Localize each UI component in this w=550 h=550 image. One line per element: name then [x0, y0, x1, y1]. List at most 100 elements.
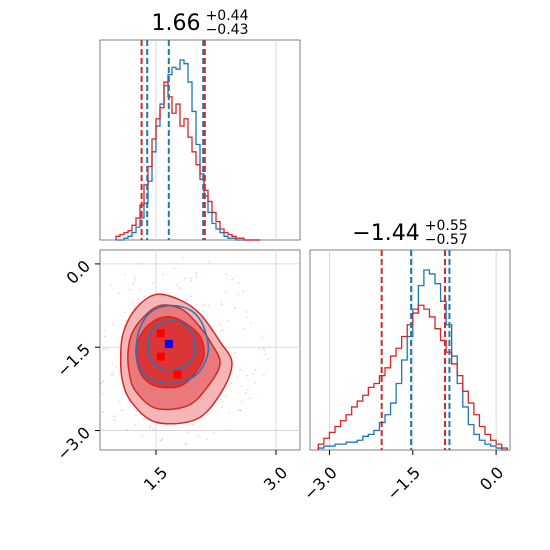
joint-panel: −3.0 −1.5 0.0 1.5 3.0	[53, 249, 301, 494]
joint-sample-point	[175, 284, 178, 286]
joint-ytick-label: −3.0	[53, 423, 94, 464]
hist2-xtick-label: −3.0	[300, 463, 341, 504]
joint-sample-point	[90, 332, 92, 334]
joint-sample-point	[254, 369, 256, 371]
joint-sample-point	[111, 374, 113, 377]
joint-sample-point	[247, 389, 249, 392]
hist1-frame	[99, 39, 301, 241]
joint-sample-point	[220, 301, 223, 304]
joint-sample-point	[133, 307, 135, 310]
joint-sample-point	[102, 411, 104, 414]
joint-sample-point	[225, 395, 228, 398]
hist2-title: −1.44 +0.55	[352, 218, 467, 246]
joint-sample-point	[129, 289, 131, 291]
joint-sample-point	[104, 335, 106, 338]
joint-sample-point	[113, 415, 116, 418]
joint-sample-point	[110, 284, 112, 287]
joint-sample-point	[120, 409, 123, 412]
hist2-xtick-label: 0.0	[476, 463, 507, 494]
joint-ytick-label: 0.0	[63, 256, 94, 287]
joint-sample-point	[132, 301, 134, 304]
joint-red-marker	[156, 329, 165, 338]
joint-sample-point	[106, 347, 109, 350]
joint-sample-point	[263, 349, 266, 351]
joint-sample-point	[134, 423, 137, 426]
joint-sample-point	[162, 273, 164, 276]
joint-sample-point	[143, 295, 146, 298]
joint-sample-point	[119, 400, 121, 403]
joint-sample-point	[212, 431, 215, 434]
joint-sample-point	[137, 298, 140, 301]
joint-sample-point	[249, 397, 251, 400]
hist2-title-plus: +0.55	[425, 218, 468, 234]
joint-sample-point	[221, 406, 223, 409]
joint-sample-point	[231, 278, 234, 281]
joint-sample-point	[222, 329, 225, 332]
joint-sample-point	[225, 385, 228, 387]
joint-sample-point	[113, 419, 116, 422]
joint-sample-point	[100, 382, 103, 385]
hist1-title-minus: −0.43	[206, 22, 249, 38]
joint-sample-point	[245, 316, 248, 319]
joint-sample-point	[263, 374, 265, 377]
joint-sample-point	[173, 268, 176, 270]
joint-sample-point	[258, 348, 261, 350]
joint-sample-point	[141, 434, 144, 437]
joint-sample-point	[128, 400, 130, 403]
joint-sample-point	[239, 368, 241, 371]
joint-red-marker	[156, 352, 165, 361]
joint-sample-point	[252, 372, 255, 375]
joint-sample-point	[206, 438, 208, 441]
joint-sample-point	[242, 290, 245, 292]
joint-sample-point	[152, 282, 154, 284]
joint-sample-point	[178, 287, 181, 289]
hist2-red-step	[317, 304, 508, 450]
joint-blue-marker	[164, 339, 173, 348]
joint-ytick-label: −1.5	[53, 340, 94, 381]
joint-sample-point	[226, 320, 229, 322]
hist2-frame	[309, 249, 511, 451]
joint-sample-point	[242, 328, 245, 330]
joint-sample-point	[228, 412, 230, 414]
joint-sample-point	[219, 324, 221, 326]
joint-sample-point	[117, 292, 120, 294]
joint-sample-point	[186, 431, 189, 433]
joint-xtick-label: 1.5	[140, 463, 171, 494]
joint-sample-point	[262, 347, 265, 350]
joint-sample-point	[158, 439, 160, 441]
joint-sample-point	[221, 303, 223, 306]
joint-sample-point	[195, 274, 197, 277]
joint-sample-point	[111, 372, 114, 374]
joint-sample-point	[102, 393, 105, 396]
joint-red-marker	[173, 370, 182, 379]
joint-sample-point	[93, 315, 95, 317]
joint-sample-point	[237, 408, 240, 411]
joint-sample-point	[134, 276, 136, 279]
joint-sample-point	[183, 277, 186, 280]
hist2-blue-step	[317, 269, 508, 451]
joint-sample-point	[261, 337, 264, 339]
joint-sample-point	[221, 400, 223, 403]
joint-sample-point	[134, 279, 136, 281]
joint-sample-point	[224, 345, 227, 348]
joint-sample-point	[208, 260, 210, 263]
joint-sample-point	[254, 381, 257, 384]
joint-sample-point	[244, 392, 247, 395]
joint-sample-point	[96, 352, 98, 354]
joint-sample-point	[241, 385, 243, 388]
joint-sample-point	[245, 311, 248, 313]
joint-sample-point	[124, 273, 126, 276]
joint-sample-point	[103, 348, 105, 350]
joint-sample-point	[159, 440, 162, 442]
joint-sample-point	[267, 358, 269, 360]
joint-sample-point	[102, 380, 105, 383]
joint-sample-point	[135, 414, 137, 416]
joint-sample-point	[125, 319, 127, 322]
joint-sample-point	[100, 296, 101, 298]
joint-sample-point	[230, 382, 233, 384]
joint-sample-point	[240, 409, 242, 412]
joint-sample-point	[225, 273, 227, 275]
joint-sample-point	[190, 295, 192, 298]
joint-sample-point	[219, 329, 222, 332]
